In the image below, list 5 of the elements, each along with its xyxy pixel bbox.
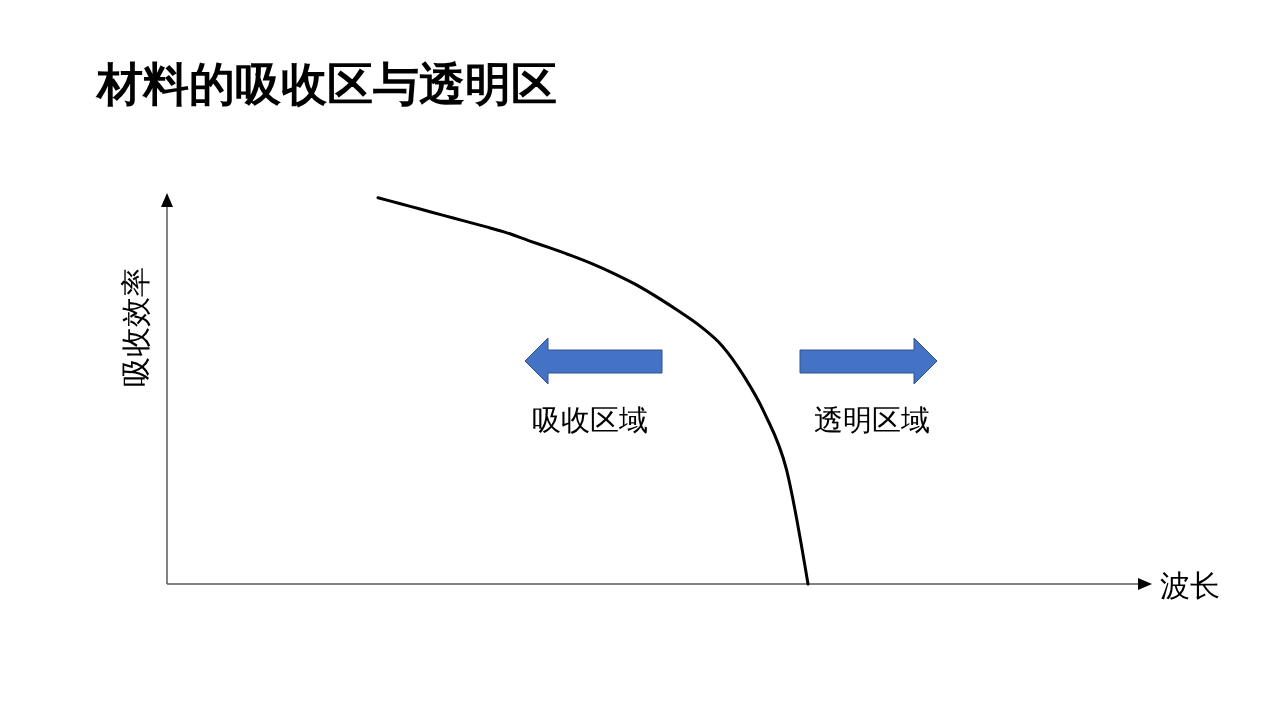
annotation: 透明区域 (814, 403, 930, 437)
x-axis-title: 波长 (1160, 568, 1220, 603)
annotation: 吸收区域 (532, 403, 648, 437)
y-axis-title: 吸收效率 (118, 267, 153, 387)
chart-title: 材料的吸收区与透明区 (95, 57, 557, 111)
